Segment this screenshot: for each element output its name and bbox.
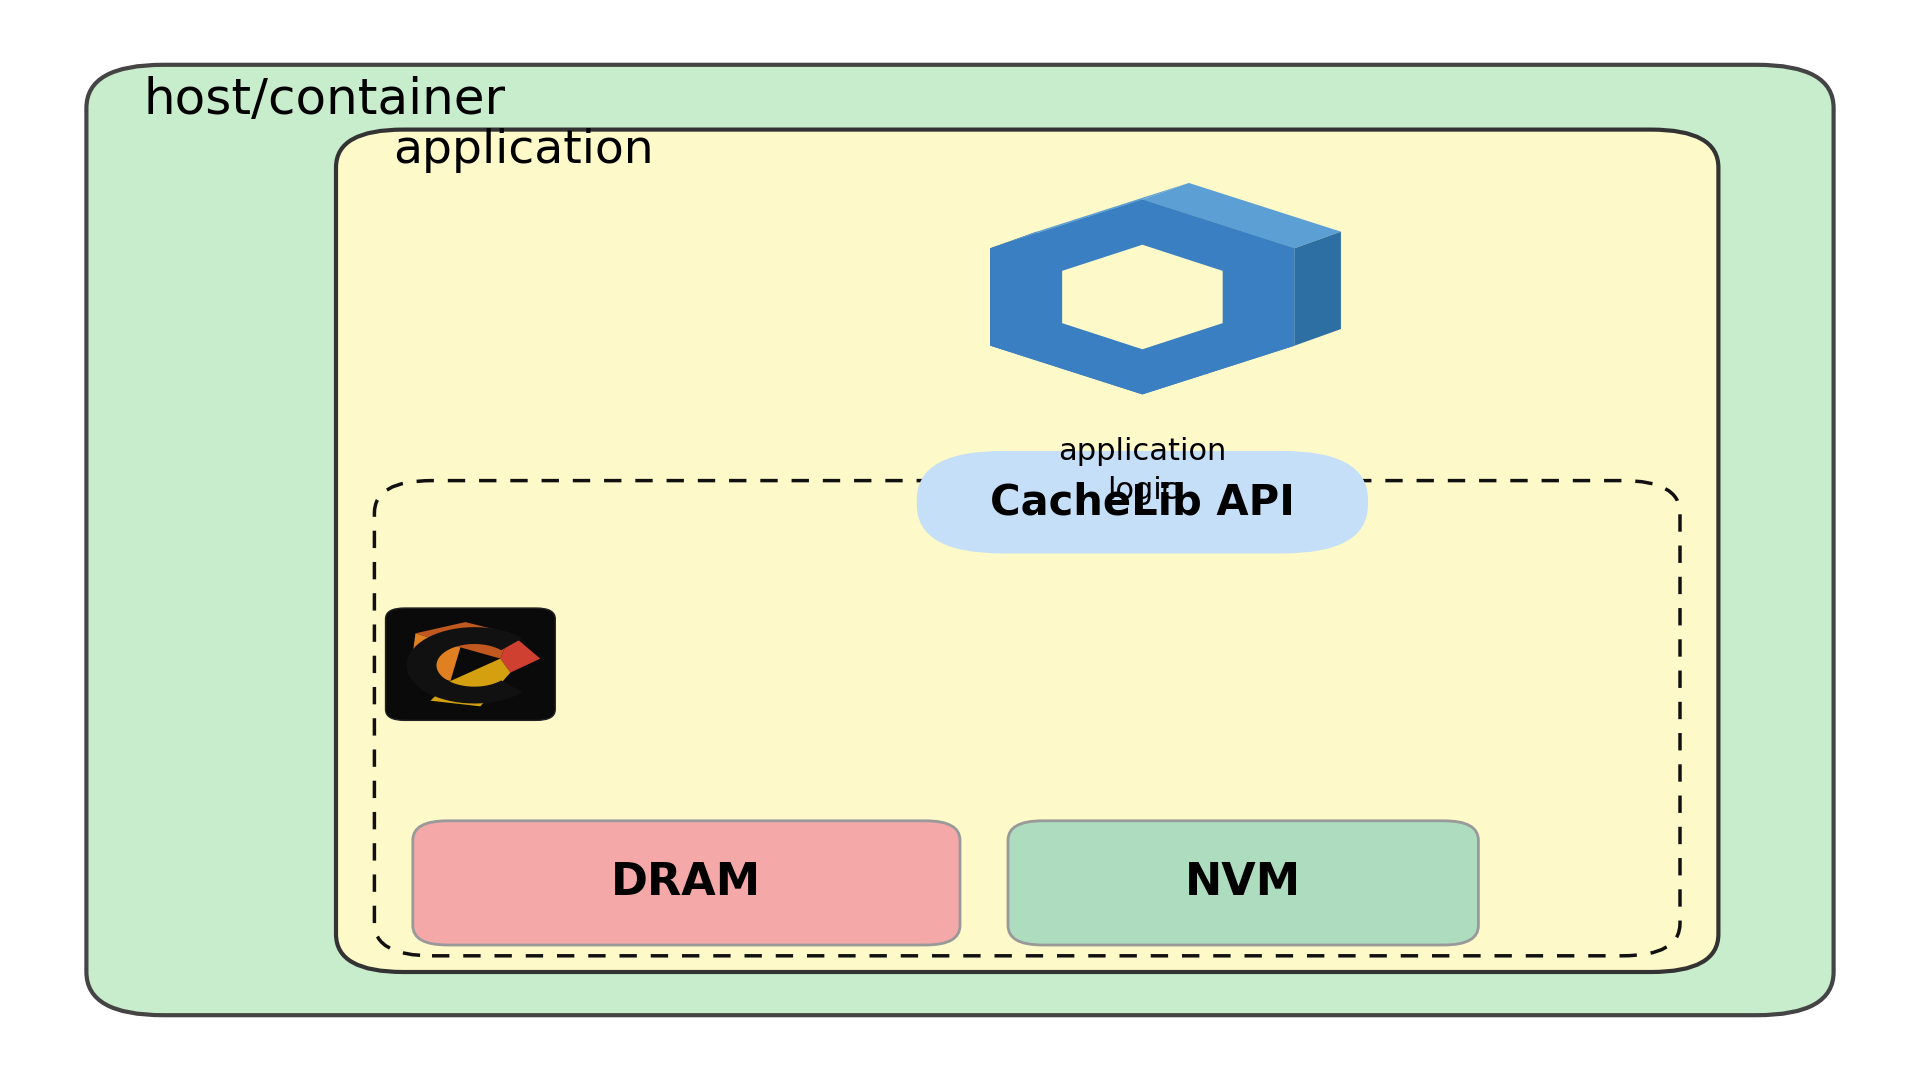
Polygon shape — [991, 183, 1188, 248]
Polygon shape — [1223, 254, 1269, 323]
Polygon shape — [991, 232, 1037, 346]
FancyBboxPatch shape — [918, 451, 1367, 553]
Text: application
logic: application logic — [1058, 437, 1227, 504]
Polygon shape — [1062, 228, 1188, 271]
Polygon shape — [407, 627, 522, 703]
FancyBboxPatch shape — [1008, 821, 1478, 945]
Polygon shape — [415, 622, 511, 659]
FancyBboxPatch shape — [336, 130, 1718, 972]
Text: DRAM: DRAM — [611, 862, 762, 904]
Polygon shape — [1062, 245, 1223, 349]
FancyBboxPatch shape — [86, 65, 1834, 1015]
Polygon shape — [991, 200, 1294, 394]
Text: NVM: NVM — [1185, 862, 1302, 904]
Text: host/container: host/container — [144, 77, 507, 124]
Polygon shape — [991, 200, 1294, 394]
Polygon shape — [1062, 245, 1223, 349]
Polygon shape — [1062, 254, 1108, 323]
FancyBboxPatch shape — [413, 821, 960, 945]
FancyBboxPatch shape — [386, 608, 555, 720]
Text: CacheLib API: CacheLib API — [991, 482, 1294, 523]
Polygon shape — [430, 659, 511, 706]
Text: application: application — [394, 127, 655, 173]
Polygon shape — [1142, 228, 1269, 271]
Polygon shape — [1142, 183, 1340, 248]
Polygon shape — [501, 633, 540, 673]
Polygon shape — [411, 633, 461, 681]
Polygon shape — [1294, 232, 1340, 346]
